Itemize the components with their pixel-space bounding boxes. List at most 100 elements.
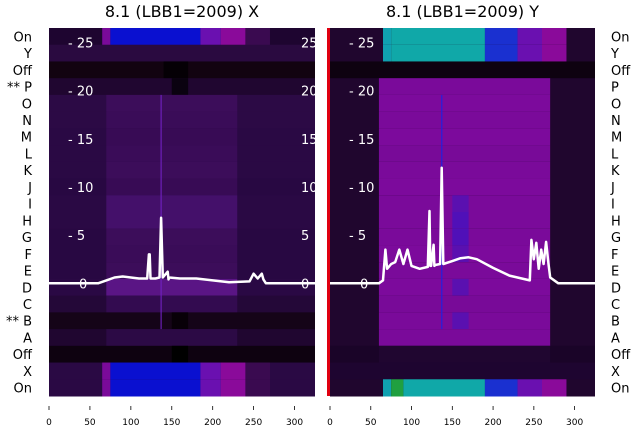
heatmap-cell (106, 278, 238, 297)
heatmap-cell (378, 345, 551, 364)
row-label: O (611, 97, 621, 112)
heatmap-cell (245, 379, 270, 397)
row-label: I (28, 198, 32, 213)
heatmap-cell (542, 28, 567, 46)
y-tick-label: - 15 (349, 133, 374, 148)
x-tick-label: 50 (365, 418, 377, 428)
row-label: G (22, 231, 32, 246)
row-label: M (611, 131, 622, 146)
red-edge-bar (327, 28, 330, 396)
row-label: X (611, 365, 620, 380)
panel-0: 8.1 (LBB1=2009) X On Y Off ** PONMLKJIHGFEDC… (6, 2, 318, 428)
right-y-tick-label: 0 (301, 277, 309, 292)
heatmap-cell (484, 44, 518, 62)
heatmap-cell (378, 295, 551, 313)
heatmap-row-2 (330, 61, 595, 79)
heatmap-cell (106, 195, 238, 213)
row-label: F (25, 248, 32, 263)
heatmap-cell (378, 94, 551, 113)
row-label: On (611, 30, 629, 45)
heatmap-cell (378, 111, 551, 129)
heatmap-cell (378, 161, 551, 180)
y-tick-label: - 10 (349, 181, 374, 196)
chart-title: 8.1 (LBB1=2009) Y (386, 2, 539, 21)
heatmap-cell (106, 128, 238, 146)
heatmap-cell (383, 44, 392, 62)
heatmap-cell (106, 178, 238, 196)
heatmap-cell (452, 312, 469, 330)
y-tick-label: - 10 (68, 181, 93, 196)
heatmap-cell (110, 362, 201, 380)
y-tick-label: - 15 (68, 133, 93, 148)
row-label: Off (611, 348, 631, 363)
heatmap-cell (106, 245, 238, 263)
heatmap-cell (102, 379, 111, 397)
heatmap-cell (378, 262, 551, 280)
row-label: Off (611, 64, 631, 79)
y-tick-label: - 25 (68, 36, 93, 51)
x-tick-label: 50 (84, 418, 96, 428)
heatmap-cell (484, 28, 518, 46)
heatmap-cell (200, 28, 221, 46)
row-label: J (610, 181, 615, 196)
row-label: B (611, 315, 620, 330)
row-label: Off (13, 64, 33, 79)
x-tick-label: 0 (46, 418, 52, 428)
heatmap-cell (220, 379, 246, 397)
x-tick-label: 100 (403, 418, 420, 428)
heatmap-cell (378, 128, 551, 146)
x-tick-label: 150 (444, 418, 461, 428)
row-label: On (611, 382, 629, 397)
heatmap-cell (391, 379, 404, 397)
row-label: P (611, 81, 619, 96)
row-label: On (14, 382, 32, 397)
row-label: ** P (7, 81, 32, 96)
heatmap-cell (220, 28, 246, 46)
heatmap-cell (171, 78, 189, 96)
x-tick-label: 300 (286, 418, 303, 428)
y-tick-label: - 20 (68, 85, 93, 100)
heatmap-cell (391, 28, 485, 46)
row-label: L (25, 147, 33, 162)
row-label: N (611, 114, 621, 129)
x-tick-label: 200 (204, 418, 221, 428)
row-label: Y (610, 47, 619, 62)
heatmap-cell (484, 379, 518, 397)
heatmap-cell (542, 44, 567, 62)
heatmap-cell (391, 44, 485, 62)
heatmap-spike-column (160, 94, 162, 330)
row-label: I (611, 198, 615, 213)
heatmap-cell (110, 28, 201, 46)
heatmap-cell (383, 28, 392, 46)
heatmap-cell (378, 178, 551, 196)
chart-title: 8.1 (LBB1=2009) X (105, 2, 259, 21)
heatmap-cell (403, 379, 485, 397)
heatmap-cell (200, 362, 221, 380)
heatmap-cell (102, 362, 111, 380)
row-label: H (611, 214, 621, 229)
right-y-tick-label: 25 (301, 36, 318, 51)
heatmap-cell (171, 345, 189, 364)
heatmap-cell (542, 379, 567, 397)
x-tick-label: 250 (245, 418, 262, 428)
heatmap-cell (452, 195, 469, 213)
row-label: H (22, 214, 32, 229)
row-label: D (22, 281, 32, 296)
heatmap-cell (378, 78, 551, 96)
heatmap-cell (106, 212, 238, 230)
heatmap-cell (517, 44, 542, 62)
heatmap-cell (106, 228, 238, 246)
heatmap-cell (163, 61, 189, 79)
row-label: F (611, 248, 618, 263)
heatmap-cell (517, 28, 542, 46)
row-label: C (611, 298, 620, 313)
heatmap-cell (200, 379, 221, 397)
x-tick-label: 100 (122, 418, 139, 428)
row-label: O (22, 97, 32, 112)
row-label: E (24, 265, 32, 280)
row-label: A (611, 331, 620, 346)
heatmap-cell (106, 111, 238, 129)
row-label: J (27, 181, 32, 196)
heatmap-cell (106, 94, 238, 113)
